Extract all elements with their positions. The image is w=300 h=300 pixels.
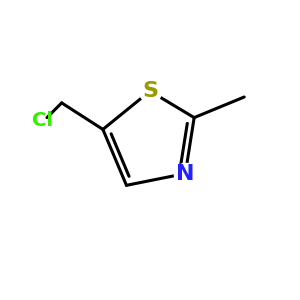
Text: Cl: Cl (32, 111, 53, 130)
Text: S: S (142, 81, 158, 101)
Text: N: N (176, 164, 195, 184)
